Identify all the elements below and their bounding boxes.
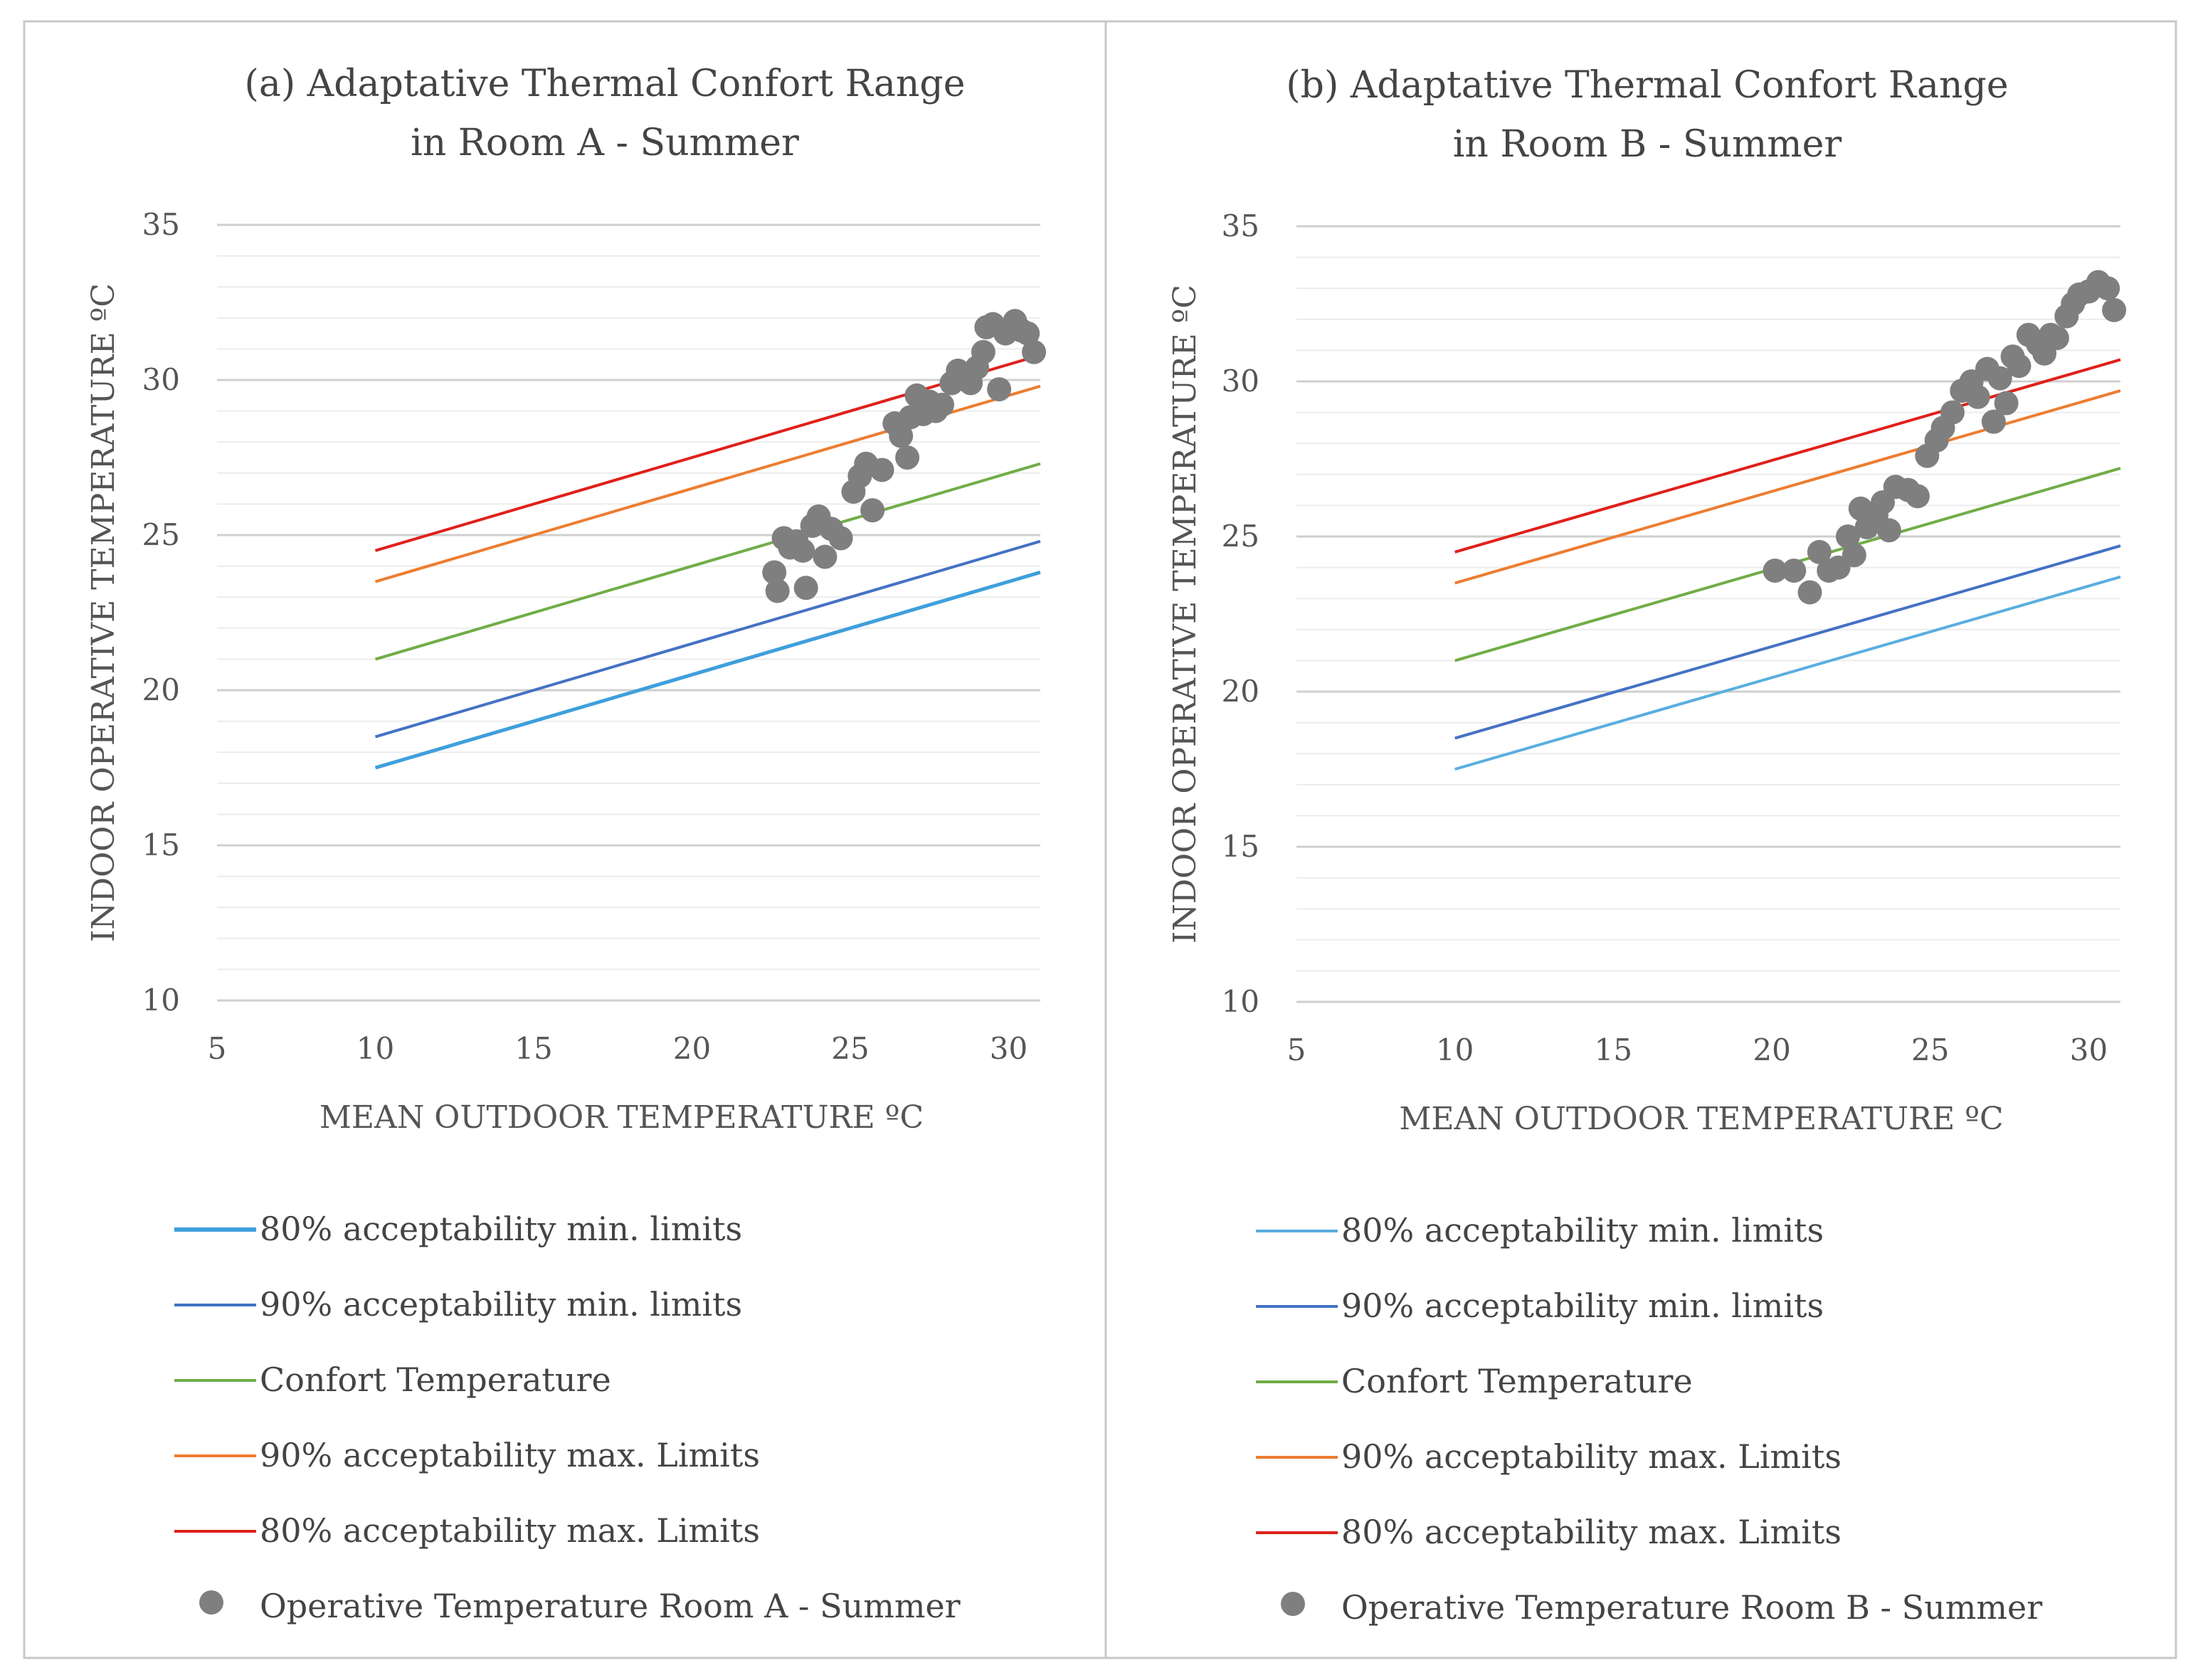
data-point-b [1876,518,1901,543]
data-point-b [1807,539,1832,564]
series-line-b-4 [1454,389,2121,585]
data-point-a [930,392,955,417]
x-tick-label-a: 30 [990,1031,1027,1066]
data-point-a [813,544,838,569]
data-point-a [870,458,894,482]
legend-label-b-5: 80% acceptability max. Limits [1341,1513,1842,1551]
chart-title-b-line-1: (b) Adaptative Thermal Confort Range [1286,64,2008,107]
y-tick-label-a: 10 [142,983,180,1018]
x-tick-label-b: 15 [1595,1032,1632,1067]
legend-label-b-6: Operative Temperature Room B - Summer [1341,1588,2042,1627]
y-tick-label-b: 25 [1222,519,1259,554]
x-tick-label-b: 10 [1436,1032,1474,1067]
data-point-a [1022,339,1047,364]
legend-label-a-3: Confort Temperature [260,1361,611,1399]
data-point-b [2007,354,2031,379]
data-point-a [971,339,995,364]
data-point-b [1835,524,1860,549]
data-point-b [1981,409,2006,434]
legend-label-a-6: Operative Temperature Room A - Summer [260,1587,961,1625]
legend-label-b-3: Confort Temperature [1341,1362,1693,1400]
data-point-b [1994,391,2019,416]
data-point-a [860,498,885,523]
y-tick-label-a: 15 [142,828,180,862]
y-tick-label-a: 30 [142,362,180,397]
data-point-a [793,576,818,601]
chart-title-b-line-2: in Room B - Summer [1453,123,1842,166]
legend-label-b-2: 90% acceptability min. limits [1341,1287,1824,1325]
data-point-b [2044,325,2069,350]
chart-panel-b: (b) Adaptative Thermal Confort Range in R… [1167,64,2127,1627]
data-point-b [1940,400,1965,425]
data-point-b [2096,276,2120,301]
series-line-a-1 [374,570,1041,770]
series-line-b-2 [1454,544,2121,740]
x-tick-label-a: 15 [514,1031,552,1066]
data-point-a [762,560,787,585]
legend-marker-a-6 [199,1590,223,1615]
y-tick-label-a: 35 [142,207,180,242]
data-point-a [895,445,920,470]
x-tick-label-b: 25 [1911,1032,1949,1067]
series-line-a-5 [374,354,1041,552]
y-tick-label-b: 35 [1222,208,1259,243]
y-tick-label-a: 25 [142,517,180,552]
series-line-a-2 [374,539,1041,739]
data-point-b [1905,484,1930,509]
legend-label-b-1: 80% acceptability min. limits [1341,1211,1824,1250]
data-point-a [987,377,1012,402]
data-point-b [1797,580,1822,605]
series-line-b-1 [1454,575,2121,771]
y-tick-label-a: 20 [142,672,180,707]
data-point-b [1782,558,1807,583]
x-tick-label-b: 20 [1753,1032,1790,1067]
data-point-b [2102,297,2127,322]
data-point-a [1015,321,1040,346]
data-point-b [1763,558,1787,583]
legend-label-b-4: 90% acceptability max. Limits [1341,1437,1842,1476]
data-point-a [889,423,914,448]
data-point-b [1842,543,1866,568]
y-tick-label-b: 10 [1222,984,1259,1019]
x-tick-label-b: 5 [1287,1032,1306,1067]
legend-marker-b-6 [1281,1592,1305,1616]
data-point-a [791,538,815,563]
x-tick-label-a: 10 [356,1031,394,1066]
series-line-a-3 [374,462,1041,661]
x-tick-label-a: 5 [208,1031,227,1066]
legend-label-a-2: 90% acceptability min. limits [260,1285,742,1324]
x-axis-label-b: MEAN OUTDOOR TEMPERATURE ºC [1399,1101,2003,1137]
y-tick-label-b: 30 [1222,364,1259,398]
chart-panel-a: (a) Adaptative Thermal Confort Range in R… [85,63,1047,1625]
legend-label-a-1: 80% acceptability min. limits [260,1210,742,1248]
y-tick-label-b: 15 [1222,829,1259,864]
x-tick-label-b: 30 [2070,1032,2108,1067]
panel-b-frame [1104,20,2177,1659]
scatter-series-b [1763,270,2127,605]
data-point-a [828,526,853,551]
data-point-b [1987,366,2012,391]
x-tick-label-a: 25 [831,1031,869,1066]
x-axis-label-a: MEAN OUTDOOR TEMPERATURE ºC [319,1099,924,1136]
scatter-series-a [762,309,1047,603]
legend-label-a-4: 90% acceptability max. Limits [260,1436,760,1474]
data-point-b [1965,384,1990,409]
y-axis-label-b: INDOOR OPERATIVE TEMPERATURE ºC [1167,285,1203,944]
legend-label-a-5: 80% acceptability max. Limits [260,1511,760,1550]
y-axis-label-a: INDOOR OPERATIVE TEMPERATURE ºC [85,283,122,942]
chart-title-a-line-1: (a) Adaptative Thermal Confort Range [245,63,966,105]
data-point-a [765,579,790,603]
chart-title-a-line-2: in Room A - Summer [411,122,799,164]
y-tick-label-b: 20 [1222,674,1259,709]
x-tick-label-a: 20 [673,1031,711,1066]
